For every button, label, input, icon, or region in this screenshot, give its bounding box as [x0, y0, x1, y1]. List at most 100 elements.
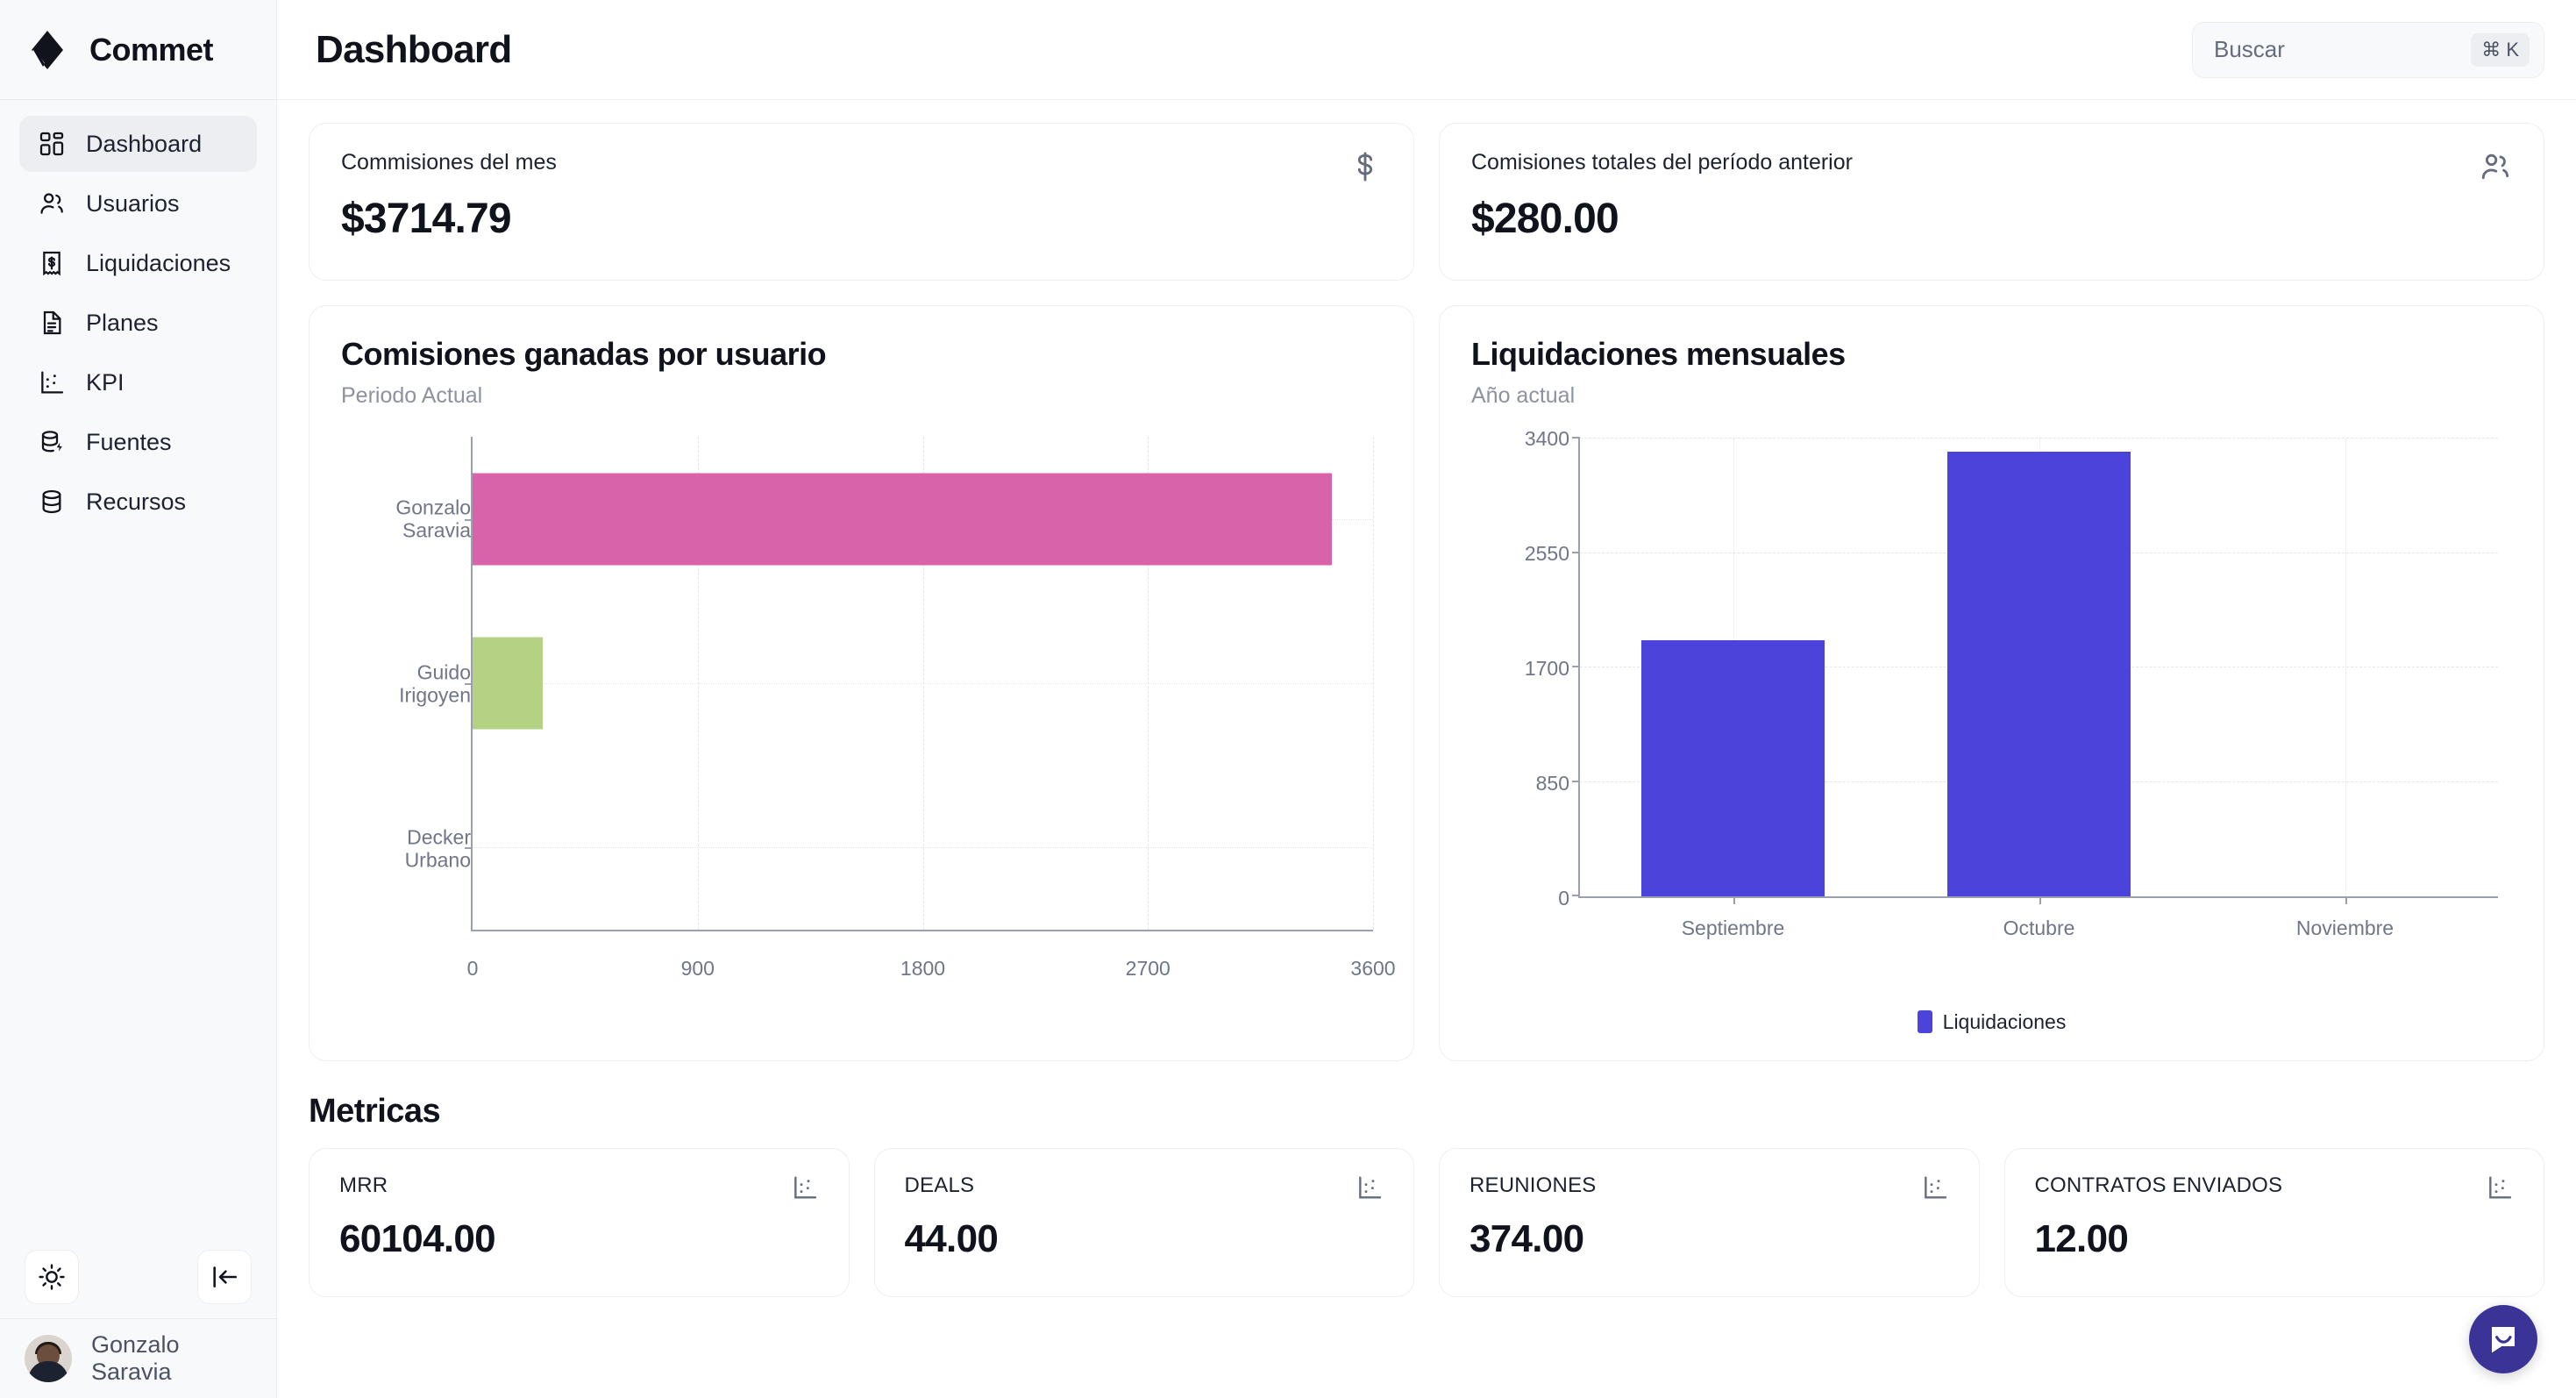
vertical-bar-chart: Septiembre Octubre Noviembre 0 850 1700 2550 34…: [1471, 427, 2512, 974]
sidebar-tools: [0, 1235, 276, 1319]
sidebar-item-recursos[interactable]: Recursos: [19, 474, 257, 530]
vbar-x-tick-label: Septiembre: [1681, 917, 1785, 939]
sidebar-spacer: [0, 530, 276, 1235]
sidebar-user[interactable]: Gonzalo Saravia: [0, 1319, 276, 1398]
kpi-card-comisiones-periodo-anterior[interactable]: Comisiones totales del período anterior …: [1439, 123, 2544, 281]
hbar-category-gridline: [473, 847, 1373, 849]
metric-card-deals[interactable]: DEALS 44.00: [873, 1148, 1414, 1297]
metric-label: DEALS: [904, 1173, 975, 1197]
kpi-row: Commisiones del mes $3714.79 Comisiones …: [309, 123, 2544, 281]
sidebar-item-dashboard[interactable]: Dashboard: [19, 116, 257, 172]
database-bolt-icon: [37, 427, 67, 457]
metrics-row: MRR 60104.00 DEALS 44.00: [309, 1148, 2544, 1297]
kpi-value: $3714.79: [341, 196, 512, 242]
hbar-x-tick-label: 2700: [1125, 957, 1171, 980]
users-icon: [2479, 150, 2512, 183]
vbar-y-tick-label: 0: [1558, 887, 1569, 909]
kpi-label: Commisiones del mes: [341, 150, 557, 175]
hbar-bar[interactable]: [473, 637, 543, 730]
vbar-x-tickmark: [2039, 896, 2041, 904]
metric-card-reuniones[interactable]: REUNIONES 374.00: [1439, 1148, 1980, 1297]
chart-card-liquidaciones-mensuales: Liquidaciones mensuales Año actual Septi…: [1439, 305, 2544, 1061]
metric-value: 60104.00: [339, 1217, 496, 1260]
vbar-x-tick-label: Octubre: [2003, 917, 2075, 939]
charts-row: Comisiones ganadas por usuario Periodo A…: [309, 305, 2544, 1061]
page-title: Dashboard: [316, 27, 512, 71]
vbar-y-tickmark: [1572, 551, 1580, 553]
kpi-card-commisiones-mes[interactable]: Commisiones del mes $3714.79: [309, 123, 1414, 281]
hbar-axes: 0 900 1800 2700 3600: [465, 437, 1396, 980]
scatter-chart-icon: [791, 1173, 819, 1202]
hbar-category-gridline: [473, 683, 1373, 684]
hbar-y-tickmark: [465, 683, 473, 685]
chart-plot-area: Septiembre Octubre Noviembre 0 850 1700 2550 34…: [1471, 427, 2512, 1002]
avatar: [25, 1335, 72, 1382]
kpi-value: $280.00: [1471, 196, 1619, 242]
users-icon: [37, 189, 67, 218]
hbar-gridline: [1373, 437, 1374, 930]
horizontal-bar-chart: 0 900 1800 2700 3600 Gonzalo Saravia Guido Irigo…: [341, 430, 1396, 991]
chart-plot-area: 0 900 1800 2700 3600 Gonzalo Saravia Guido Irigo…: [341, 430, 1396, 1041]
chart-title: Comisiones ganadas por usuario: [341, 336, 827, 372]
metric-label: REUNIONES: [1469, 1173, 1597, 1197]
grid-icon: [37, 129, 67, 159]
metrics-section-title: Metricas: [309, 1093, 441, 1130]
sidebar-item-label: Usuarios: [86, 189, 180, 217]
chart-card-comisiones-por-usuario: Comisiones ganadas por usuario Periodo A…: [309, 305, 1414, 1061]
receipt-dollar-icon: [37, 248, 67, 278]
metric-card-mrr[interactable]: MRR 60104.00: [309, 1148, 850, 1297]
hbar-x-tick-label: 1800: [900, 957, 946, 980]
sidebar-item-usuarios[interactable]: Usuarios: [19, 175, 257, 232]
document-icon: [37, 308, 67, 338]
collapse-left-icon[interactable]: [197, 1249, 252, 1304]
hbar-category-label: Decker Urbano: [404, 825, 471, 871]
sidebar-item-label: Planes: [86, 309, 159, 336]
hbar-x-tick-label: 900: [680, 957, 715, 980]
metric-value: 12.00: [2034, 1217, 2129, 1260]
vbar-y-tick-label: 1700: [1524, 657, 1569, 680]
vbar-bar[interactable]: [1640, 640, 1825, 896]
sidebar-item-liquidaciones[interactable]: Liquidaciones: [19, 235, 257, 291]
sidebar-item-kpi[interactable]: KPI: [19, 354, 257, 410]
sidebar-item-label: Liquidaciones: [86, 249, 231, 276]
scatter-chart-icon: [2486, 1173, 2514, 1202]
sidebar-item-label: Recursos: [86, 488, 187, 515]
chart-legend: Liquidaciones: [1471, 1002, 2512, 1041]
metric-label: MRR: [339, 1173, 388, 1197]
hbar-category-label: Gonzalo Saravia: [395, 496, 471, 541]
hbar-y-tickmark: [465, 518, 473, 521]
hbar-y-tickmark: [465, 847, 473, 850]
search-shortcut-badge: ⌘ K: [2471, 32, 2530, 67]
brand-name: Commet: [89, 31, 214, 68]
vbar-y-tickmark: [1572, 666, 1580, 667]
dollar-icon: [1348, 150, 1382, 183]
main-content: Dashboard Buscar ⌘ K Commisiones del mes…: [277, 0, 2576, 1398]
metric-label: CONTRATOS ENVIADOS: [2034, 1173, 2283, 1197]
search-input[interactable]: Buscar ⌘ K: [2192, 21, 2544, 78]
diamond-logo-icon: [25, 27, 70, 73]
chat-bubble-icon[interactable]: [2469, 1305, 2537, 1373]
sidebar-item-label: Fuentes: [86, 428, 172, 455]
vbar-bar[interactable]: [1946, 452, 2131, 896]
sidebar-item-planes[interactable]: Planes: [19, 295, 257, 351]
hbar-category-label: Guido Irigoyen: [399, 660, 471, 706]
hbar-x-tick-label: 0: [466, 957, 479, 980]
sidebar-item-fuentes[interactable]: Fuentes: [19, 414, 257, 470]
vbar-y-tick-label: 3400: [1524, 427, 1569, 450]
dashboard-body: Commisiones del mes $3714.79 Comisiones …: [277, 100, 2576, 1398]
sun-icon[interactable]: [25, 1249, 79, 1304]
vbar-x-tickmark: [2345, 896, 2347, 904]
chart-title: Liquidaciones mensuales: [1471, 336, 1846, 372]
hbar-bar[interactable]: [473, 473, 1332, 566]
search-placeholder: Buscar: [2214, 36, 2285, 62]
chart-subtitle: Año actual: [1471, 383, 1576, 408]
sidebar-item-label: Dashboard: [86, 130, 203, 157]
kpi-label: Comisiones totales del período anterior: [1471, 150, 1853, 175]
topbar: Dashboard Buscar ⌘ K: [277, 0, 2576, 100]
database-icon: [37, 487, 67, 517]
metric-card-contratos-enviados[interactable]: CONTRATOS ENVIADOS 12.00: [2003, 1148, 2544, 1297]
vbar-y-tick-label: 2550: [1524, 542, 1569, 565]
sidebar: Commet Dashboard Usuarios: [0, 0, 277, 1398]
sidebar-nav: Dashboard Usuarios Liquidaciones: [0, 100, 276, 530]
brand[interactable]: Commet: [0, 0, 276, 100]
